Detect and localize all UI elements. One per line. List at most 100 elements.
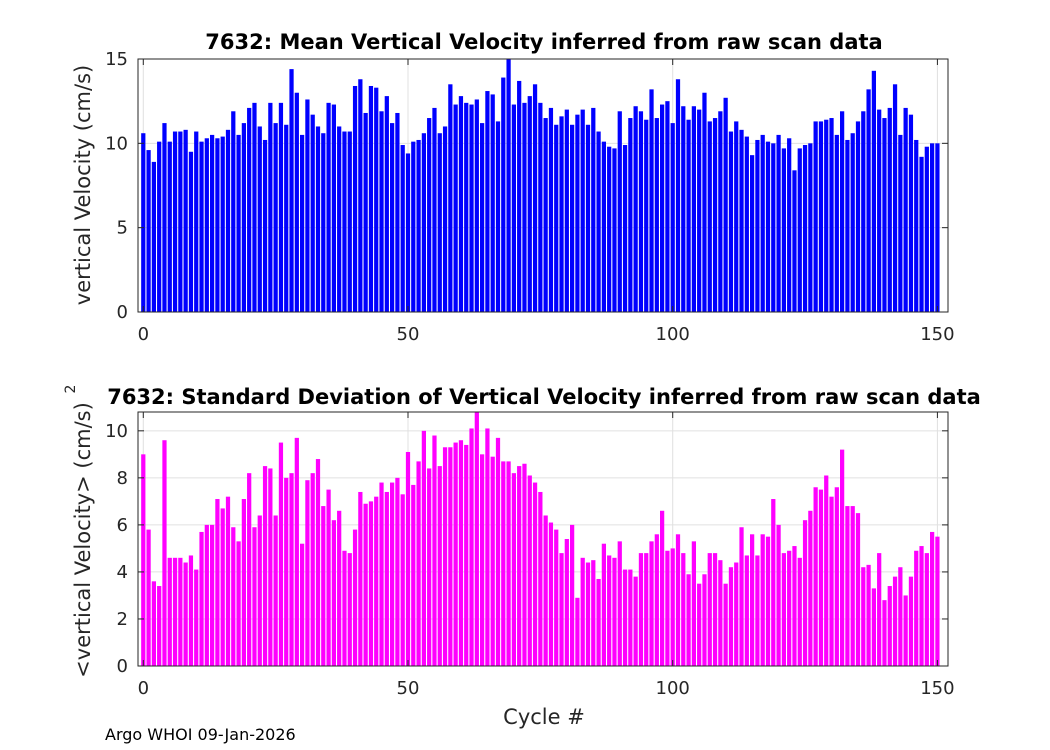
mean-bar <box>686 119 691 312</box>
std-bar <box>728 567 734 666</box>
mean-bar <box>914 139 919 312</box>
std-bar <box>638 553 644 666</box>
mean-bar <box>564 109 569 312</box>
std-bar <box>855 513 861 666</box>
mean-bar <box>400 145 405 312</box>
std-bar <box>300 543 305 666</box>
mean-bar <box>532 84 538 312</box>
mean-bar <box>898 134 903 312</box>
std-bar <box>490 456 495 666</box>
std-bar <box>903 595 908 666</box>
mean-bar <box>808 143 813 312</box>
std-velocity-title: 7632: Standard Deviation of Vertical Vel… <box>107 385 981 409</box>
std-bar <box>268 468 273 666</box>
std-bar <box>495 437 501 666</box>
mean-bar <box>855 121 861 312</box>
std-y-tick-label: 2 <box>117 609 128 630</box>
mean-bar <box>728 131 734 312</box>
std-bar <box>622 569 628 666</box>
std-bar <box>845 506 850 666</box>
std-velocity-ylabel: <vertical Velocity> (cm/s) <box>71 402 95 678</box>
mean-bar <box>442 126 448 312</box>
std-bar <box>771 499 776 666</box>
mean-bar <box>750 155 755 312</box>
mean-bar <box>612 148 617 312</box>
std-bar <box>363 503 368 666</box>
std-bar <box>882 600 887 666</box>
std-bar <box>294 437 299 666</box>
mean-bar <box>628 118 633 313</box>
mean-y-tick-label: 5 <box>117 218 128 239</box>
mean-bar <box>527 96 532 313</box>
mean-bar <box>363 112 368 313</box>
std-bar <box>289 473 294 666</box>
mean-bar <box>326 102 331 312</box>
std-bar <box>458 440 464 666</box>
mean-bar <box>183 129 188 312</box>
mean-bar <box>278 102 284 312</box>
mean-y-tick-label: 10 <box>105 133 128 154</box>
mean-bar <box>818 121 824 312</box>
mean-x-tick-label: 0 <box>138 324 149 345</box>
std-bar <box>580 557 585 666</box>
std-bar <box>204 524 209 666</box>
std-bar <box>321 506 326 666</box>
mean-x-tick-label: 100 <box>656 324 690 345</box>
mean-bar <box>379 111 384 312</box>
std-x-tick-label: 0 <box>138 678 149 699</box>
mean-bar <box>262 139 268 312</box>
std-bar <box>532 482 538 666</box>
mean-bar <box>210 134 215 312</box>
std-bar <box>877 553 882 666</box>
std-bar <box>241 499 246 666</box>
mean-bar <box>485 91 490 313</box>
std-bar <box>781 553 786 666</box>
std-bar <box>464 444 469 666</box>
mean-bar <box>188 151 194 312</box>
std-bar <box>352 529 358 666</box>
mean-bar <box>321 133 326 312</box>
std-bar <box>665 550 670 666</box>
mean-bar <box>273 123 278 313</box>
std-velocity-ticks: 0 50 100 150 0 2 4 6 8 10 <box>105 412 955 699</box>
std-y-tick-label: 4 <box>117 562 128 583</box>
std-bar <box>744 555 749 666</box>
mean-bar <box>469 104 474 312</box>
std-y-tick-label: 6 <box>117 515 128 536</box>
std-bar <box>379 482 384 666</box>
mean-bar <box>310 114 315 312</box>
mean-velocity-title: 7632: Mean Vertical Velocity inferred fr… <box>205 30 882 54</box>
mean-bar <box>215 138 220 312</box>
std-bar <box>734 562 739 666</box>
std-bar <box>538 491 543 666</box>
std-bar <box>813 487 818 666</box>
mean-bar <box>771 143 776 312</box>
mean-bar <box>464 102 469 312</box>
std-bar <box>559 553 564 666</box>
mean-bar <box>755 139 760 312</box>
mean-bar <box>871 70 876 312</box>
std-bar <box>236 541 241 666</box>
mean-bar <box>675 79 681 313</box>
mean-bar <box>824 119 829 312</box>
std-bar <box>908 576 914 666</box>
mean-bar <box>236 134 241 312</box>
mean-bar <box>829 118 834 313</box>
mean-bar <box>935 143 940 312</box>
std-bar <box>607 555 612 666</box>
mean-bar <box>554 124 559 312</box>
mean-bar <box>585 124 591 312</box>
mean-bar <box>665 101 670 313</box>
mean-bar <box>347 131 352 312</box>
std-bar <box>898 567 903 666</box>
mean-bar <box>776 134 781 312</box>
std-bar <box>718 560 723 666</box>
std-bar <box>802 520 808 666</box>
std-velocity-chart: 0 50 100 150 0 2 4 6 8 10 7632: Standard Deviatio… <box>63 385 981 729</box>
std-bar <box>601 543 606 666</box>
std-bar <box>183 562 188 666</box>
std-bar <box>697 583 702 666</box>
std-bar <box>675 534 681 666</box>
std-bar <box>866 564 871 666</box>
mean-bar <box>538 102 543 312</box>
